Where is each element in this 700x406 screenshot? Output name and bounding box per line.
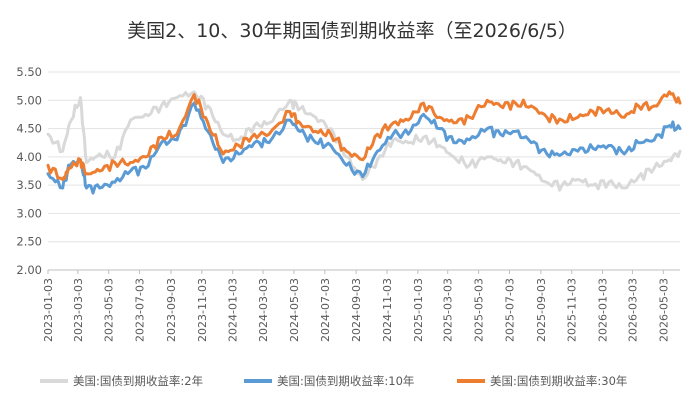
y-tick-label: 5.50 <box>16 65 42 79</box>
x-tick-label: 2026-03-03 <box>626 278 639 342</box>
x-tick-label: 2023-09-03 <box>165 278 178 342</box>
legend: 美国:国债到期收益率:2年 美国:国债到期收益率:10年 美国:国债到期收益率:30… <box>40 374 627 388</box>
x-tick-label: 2026-01-03 <box>597 278 610 342</box>
y-tick-label: 4.50 <box>16 122 42 136</box>
x-tick-label: 2025-09-03 <box>535 278 548 342</box>
y-tick-label: 4.00 <box>16 150 42 164</box>
x-tick-label: 2025-07-03 <box>503 278 516 342</box>
x-tick-label: 2025-01-03 <box>412 278 425 342</box>
x-tick-label: 2023-07-03 <box>134 278 147 342</box>
x-tick-label: 2024-01-03 <box>227 278 240 342</box>
chart-title: 美国2、10、30年期国债到期收益率（至2026/6/5） <box>127 20 577 42</box>
x-tick-label: 2024-03-03 <box>257 278 270 342</box>
y-tick-label: 3.00 <box>16 206 42 220</box>
x-tick-label: 2023-03-03 <box>72 278 85 342</box>
x-tick-label: 2026-05-03 <box>657 278 670 342</box>
x-tick-label: 2025-11-03 <box>566 278 579 342</box>
x-tick-label: 2023-01-03 <box>42 278 55 342</box>
axis-layer: 2.00 2.50 3.00 3.50 4.00 4.50 5.00 5.50 2023-01-… <box>16 65 670 342</box>
series-line-2 <box>46 101 682 195</box>
x-tick-label: 2023-05-03 <box>103 278 116 342</box>
series-line-3 <box>46 90 682 181</box>
x-tick-label: 2024-09-03 <box>350 278 363 342</box>
x-tick-label: 2023-11-03 <box>196 278 209 342</box>
grid-layer <box>48 71 680 271</box>
series-line-1 <box>46 90 682 192</box>
legend-label-2: 美国:国债到期收益率:10年 <box>277 374 414 388</box>
y-tick-label: 5.00 <box>16 93 42 107</box>
x-tick-label: 2025-03-03 <box>442 278 455 342</box>
legend-label-3: 美国:国债到期收益率:30年 <box>490 374 627 388</box>
y-tick-label: 2.00 <box>16 263 42 277</box>
legend-label-1: 美国:国债到期收益率:2年 <box>73 374 203 388</box>
y-tick-label: 2.50 <box>16 235 42 249</box>
x-tick-label: 2025-05-03 <box>473 278 486 342</box>
x-tick-label: 2024-07-03 <box>319 278 332 342</box>
x-tick-label: 2024-05-03 <box>288 278 301 342</box>
x-tick-label: 2024-11-03 <box>381 278 394 342</box>
y-tick-label: 3.50 <box>16 178 42 192</box>
series-layer <box>46 90 682 195</box>
